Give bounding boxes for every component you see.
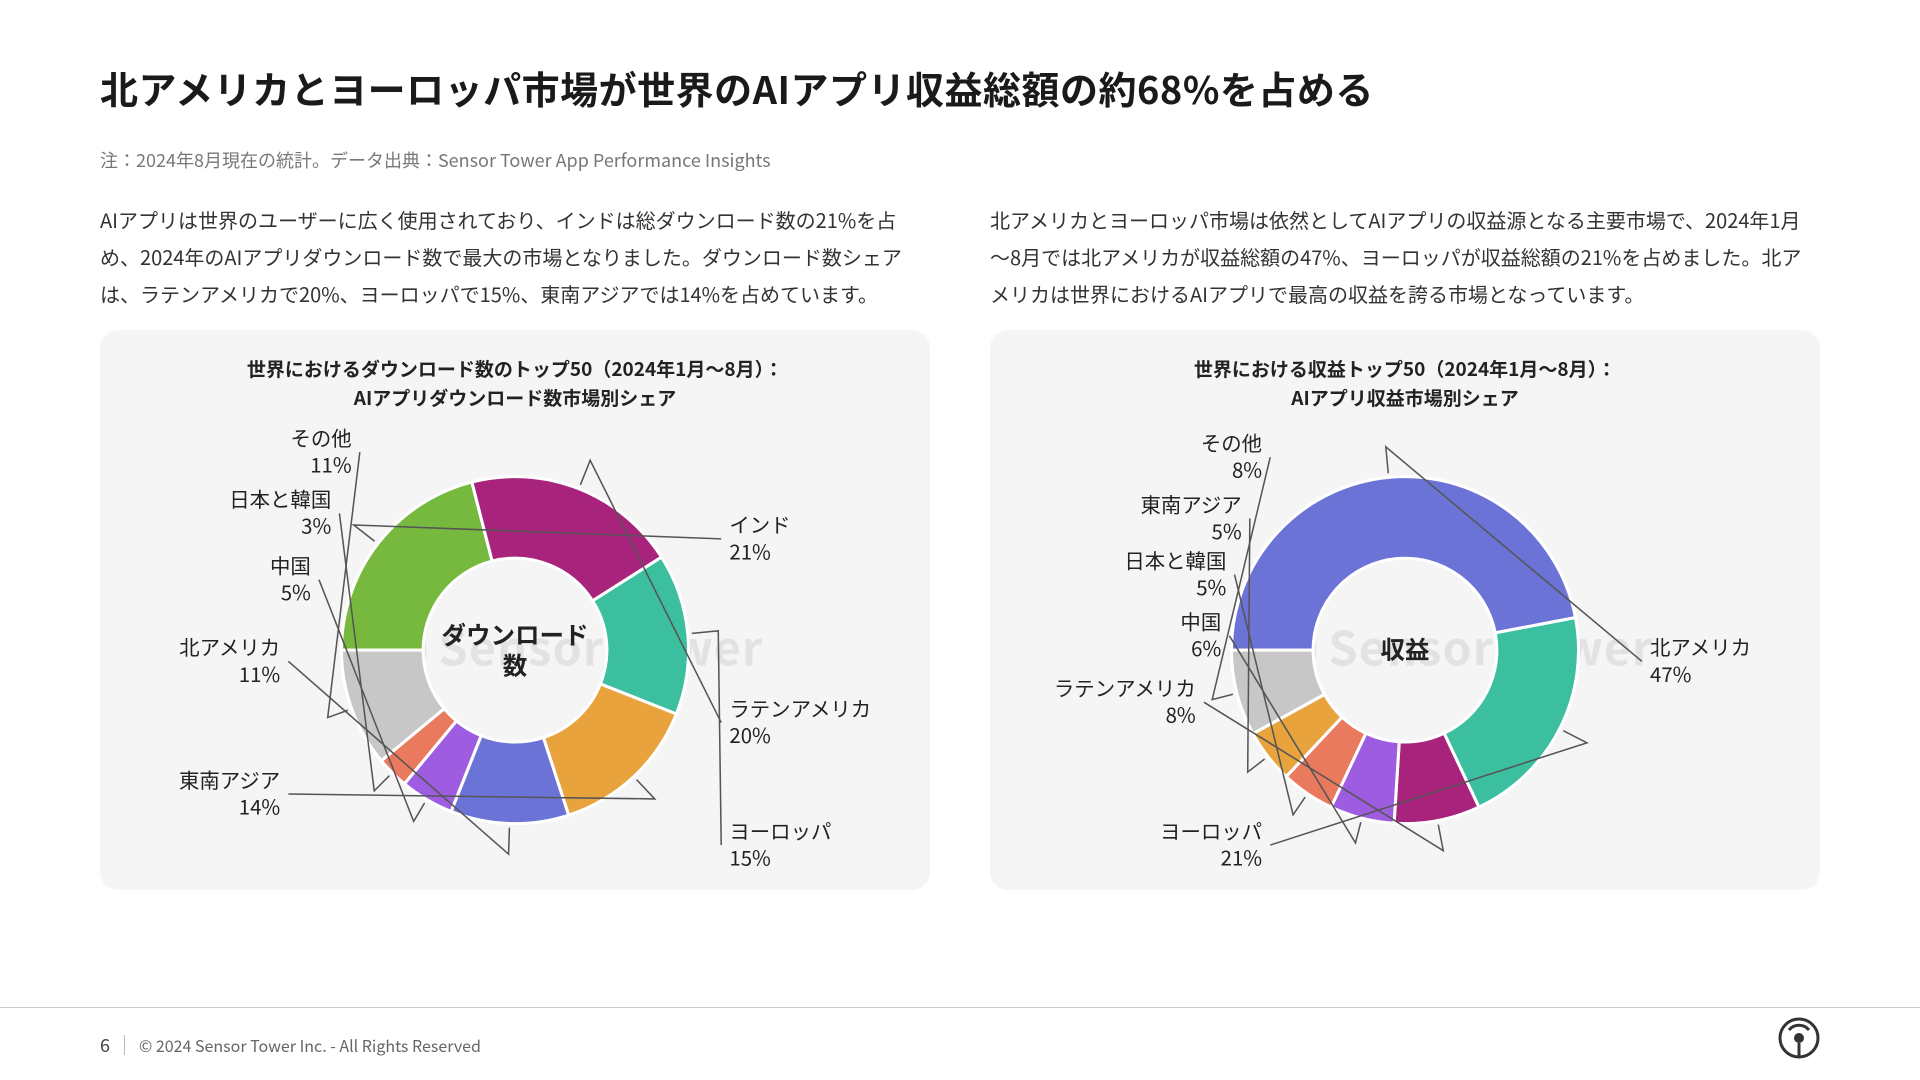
- slice-percent: 47%: [1650, 658, 1691, 688]
- slice-percent: 15%: [729, 842, 770, 872]
- slice-label: 中国: [1180, 606, 1221, 636]
- slice-label: 北アメリカ: [179, 631, 280, 661]
- slice-percent: 11%: [239, 658, 280, 688]
- sensor-tower-logo-icon: [1778, 1017, 1820, 1064]
- slice-label: ラテンアメリカ: [1054, 672, 1196, 702]
- right-paragraph: 北アメリカとヨーロッパ市場は依然としてAIアプリの収益源となる主要市場で、202…: [990, 201, 1820, 312]
- revenue-chart-card: 世界における収益トップ50（2024年1月～8月）： AIアプリ収益市場別シェア…: [990, 330, 1820, 890]
- footer-divider: [0, 1007, 1920, 1008]
- slice-label: 東南アジア: [1140, 488, 1241, 518]
- right-column: 北アメリカとヨーロッパ市場は依然としてAIアプリの収益源となる主要市場で、202…: [990, 201, 1820, 890]
- slice-label: その他: [1201, 427, 1262, 457]
- slice-percent: 5%: [281, 576, 311, 606]
- slice-percent: 11%: [310, 448, 351, 478]
- slice-label: 中国: [270, 550, 311, 580]
- slice-percent: 20%: [729, 719, 770, 749]
- slice-percent: 21%: [1221, 842, 1262, 872]
- slice-label: 日本と韓国: [229, 483, 331, 513]
- slice-percent: 3%: [301, 510, 331, 540]
- slice-percent: 5%: [1196, 571, 1226, 601]
- slice-label: 東南アジア: [179, 764, 280, 794]
- source-note: 注：2024年8月現在の統計。データ出典：Sensor Tower App Pe…: [100, 147, 1820, 173]
- slice-percent: 8%: [1232, 454, 1262, 484]
- footer-separator: [124, 1035, 125, 1055]
- slice-percent: 5%: [1212, 515, 1242, 545]
- slice-label: ラテンアメリカ: [729, 692, 871, 722]
- slice-label: ヨーロッパ: [1160, 815, 1262, 845]
- slice-label: ヨーロッパ: [729, 815, 831, 845]
- slice-label: その他: [290, 422, 351, 452]
- downloads-chart-card: 世界におけるダウンロード数のトップ50（2024年1月～8月）： AIアプリダウ…: [100, 330, 930, 890]
- downloads-chart-title-1: 世界におけるダウンロード数のトップ50（2024年1月～8月）：: [120, 354, 910, 383]
- slice-percent: 21%: [729, 535, 770, 565]
- slice-percent: 14%: [239, 790, 280, 820]
- page-title: 北アメリカとヨーロッパ市場が世界のAIアプリ収益総額の約68%を占める: [100, 60, 1820, 115]
- svg-text:収益: 収益: [1381, 631, 1430, 666]
- slice-label: インド: [729, 509, 790, 539]
- revenue-chart-title-1: 世界における収益トップ50（2024年1月～8月）：: [1010, 354, 1800, 383]
- slice-label: 日本と韓国: [1124, 544, 1226, 574]
- slice-percent: 6%: [1191, 632, 1221, 662]
- page-number: 6: [100, 1032, 110, 1058]
- slice-label: 北アメリカ: [1650, 631, 1751, 661]
- svg-text:数: 数: [503, 648, 528, 683]
- copyright-text: © 2024 Sensor Tower Inc. - All Rights Re…: [139, 1033, 481, 1057]
- revenue-donut-chart: Sensor Tower収益北アメリカ47%ヨーロッパ21%ラテンアメリカ8%中…: [990, 400, 1820, 890]
- downloads-donut-chart: Sensor Towerダウンロード数インド21%ラテンアメリカ20%ヨーロッパ…: [100, 400, 930, 890]
- slice-percent: 8%: [1166, 699, 1196, 729]
- left-paragraph: AIアプリは世界のユーザーに広く使用されており、インドは総ダウンロード数の21%…: [100, 201, 930, 312]
- left-column: AIアプリは世界のユーザーに広く使用されており、インドは総ダウンロード数の21%…: [100, 201, 930, 890]
